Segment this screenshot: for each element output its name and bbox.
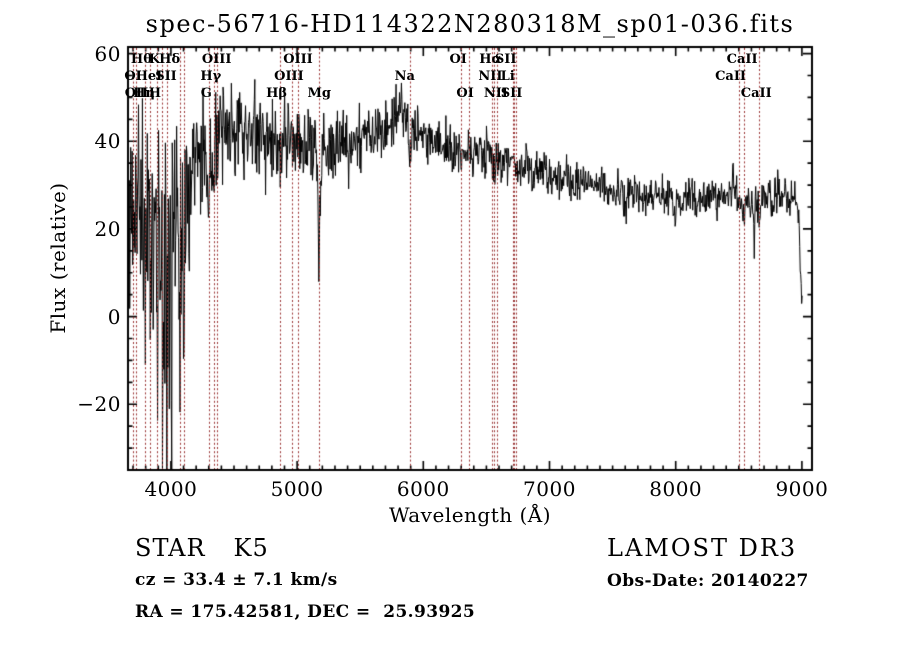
spectral-line-label: HeI (135, 69, 163, 84)
spectral-line-label: OIII (274, 69, 304, 84)
observation-date: Obs-Date: 20140227 (607, 571, 809, 591)
spectral-line-label: G (200, 86, 212, 101)
x-tick-label: 7000 (523, 477, 576, 501)
spectral-line-label: H (148, 86, 161, 101)
y-tick-label: −20 (77, 392, 121, 417)
object-class: STAR (135, 534, 206, 562)
x-tick-label: 9000 (775, 477, 829, 501)
y-axis-label: Flux (relative) (46, 182, 70, 334)
spectral-line-label: Hη (133, 86, 155, 101)
spectral-line-label: Mg (307, 86, 331, 101)
spectral-line-label: Hγ (200, 69, 222, 84)
spectral-line-label: SII (494, 52, 517, 67)
object-classification: STAR K5 (135, 534, 269, 562)
spectral-line-label: CaII (740, 86, 772, 101)
plot-title: spec-56716-HD114322N280318M_sp01-036.fit… (145, 10, 795, 38)
y-tick-label: 60 (94, 41, 121, 66)
x-tick-label: 8000 (649, 477, 703, 501)
spectral-line-label: OIII (283, 52, 313, 67)
spectral-line-label: Li (500, 69, 515, 84)
spectral-line-label: SII (155, 69, 177, 84)
spectral-line-label: Hβ (266, 86, 288, 101)
y-tick-label: 20 (94, 216, 121, 241)
spectral-line-label: SII (500, 86, 523, 101)
spectral-line-label: CaII (726, 52, 758, 67)
spectral-line-label: K (148, 52, 161, 67)
x-tick-label: 6000 (396, 477, 450, 501)
spectral-line-label: OI (124, 69, 142, 84)
radial-velocity: cz = 33.4 ± 7.1 km/s (135, 570, 338, 590)
spectral-line-label: NII (483, 86, 508, 101)
spectral-line-label: CaII (715, 69, 747, 84)
object-subclass: K5 (233, 534, 269, 562)
x-tick-label: 5000 (270, 477, 324, 501)
x-tick-label: 4000 (144, 477, 198, 501)
spectral-line-label: Hθ (130, 52, 152, 67)
spectral-line-label: OIII (201, 52, 232, 67)
coordinates: RA = 175.42581, DEC = 25.93925 (135, 602, 476, 622)
spectral-line-label: OII (124, 86, 149, 101)
y-tick-label: 0 (107, 304, 121, 329)
x-axis-label: Wavelength (Å) (388, 503, 552, 527)
spectral-line-label: OI (449, 52, 467, 67)
survey-release: LAMOST DR3 (607, 534, 798, 562)
spectral-line-label: OI (456, 86, 474, 101)
spectral-line-label: Hδ (159, 52, 181, 67)
y-tick-label: 40 (94, 129, 121, 154)
spectral-line-label: NII (478, 69, 503, 84)
spectral-line-label: Hα (479, 52, 502, 67)
spectral-line-label: Na (394, 69, 415, 84)
